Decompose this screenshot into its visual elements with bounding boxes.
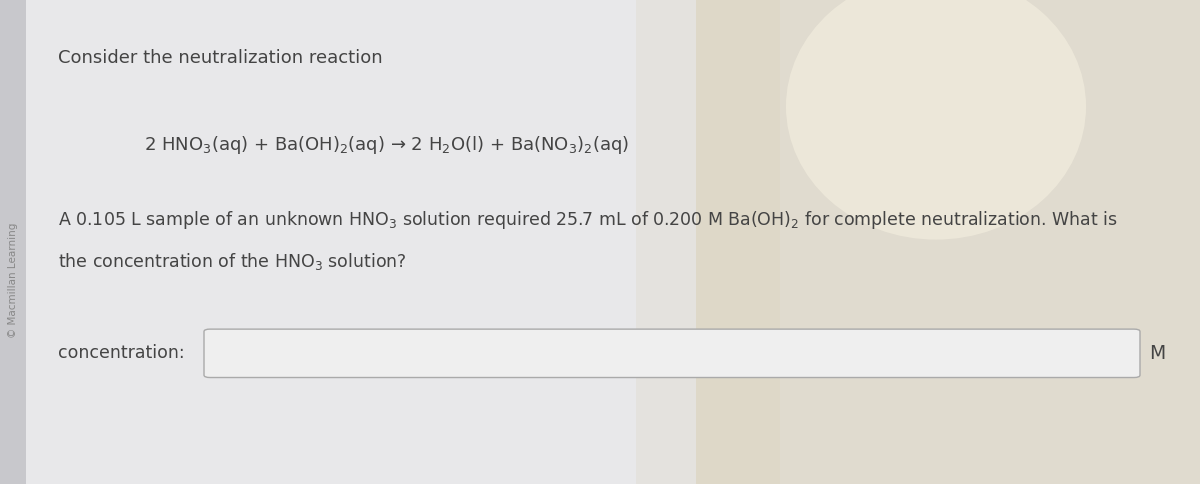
Text: 2 HNO$_3$(aq) + Ba(OH)$_2$(aq) → 2 H$_2$O(l) + Ba(NO$_3$)$_2$(aq): 2 HNO$_3$(aq) + Ba(OH)$_2$(aq) → 2 H$_2$… <box>144 134 630 156</box>
Text: concentration:: concentration: <box>58 344 185 363</box>
Polygon shape <box>636 0 780 484</box>
FancyBboxPatch shape <box>204 329 1140 378</box>
Ellipse shape <box>786 0 1086 240</box>
Text: M: M <box>1150 344 1166 363</box>
Text: Consider the neutralization reaction: Consider the neutralization reaction <box>58 49 383 67</box>
Text: © Macmillan Learning: © Macmillan Learning <box>8 223 18 338</box>
Text: the concentration of the HNO$_3$ solution?: the concentration of the HNO$_3$ solutio… <box>58 251 406 272</box>
Text: A 0.105 L sample of an unknown HNO$_3$ solution required 25.7 mL of 0.200 M Ba(O: A 0.105 L sample of an unknown HNO$_3$ s… <box>58 209 1117 231</box>
FancyBboxPatch shape <box>696 0 1200 484</box>
FancyBboxPatch shape <box>0 0 26 484</box>
